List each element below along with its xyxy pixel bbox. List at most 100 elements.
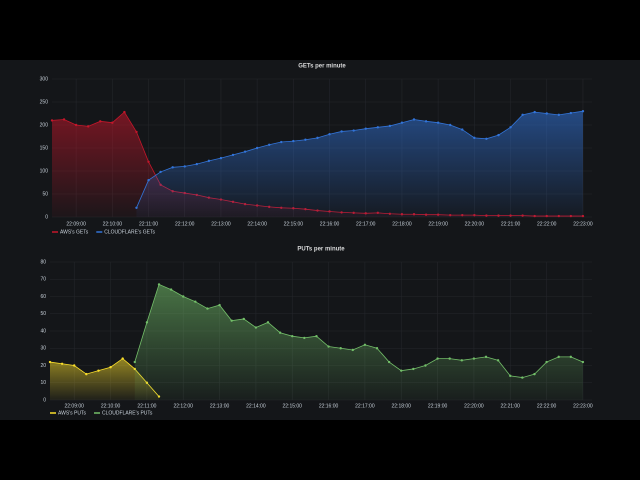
y-tick-label: 0	[45, 214, 48, 220]
y-tick-label: 60	[40, 294, 46, 300]
point	[315, 334, 318, 338]
point	[484, 355, 488, 359]
x-tick-label: 22:23:00	[573, 403, 593, 409]
point	[304, 138, 307, 141]
line	[134, 283, 584, 378]
point	[219, 156, 223, 160]
point	[400, 369, 403, 372]
point	[268, 143, 271, 146]
y-tick-label: 40	[40, 328, 46, 334]
point	[521, 113, 524, 117]
point	[352, 129, 355, 132]
point	[424, 364, 427, 367]
point	[376, 126, 380, 129]
point	[135, 206, 138, 209]
x-tick-label: 22:11:00	[137, 403, 156, 409]
point	[182, 295, 185, 298]
y-tick-label: 50	[42, 191, 48, 197]
point	[509, 126, 512, 129]
point	[448, 357, 451, 360]
x-tick-label: 22:19:00	[428, 403, 448, 409]
point	[50, 119, 54, 122]
x-tick-label: 22:10:00	[103, 221, 123, 227]
y-tick-label: 20	[40, 363, 46, 369]
point	[388, 124, 392, 128]
x-tick-label: 22:18:00	[392, 221, 412, 227]
legend-label: AWS's PUTs	[58, 410, 86, 416]
y-tick-label: 80	[40, 259, 46, 265]
chart-title: PUTs per minute	[297, 247, 345, 253]
point	[581, 110, 585, 113]
point	[218, 303, 221, 307]
point	[99, 120, 102, 123]
point	[280, 140, 283, 144]
point	[266, 321, 270, 324]
legend-label: AWS's GETs	[60, 229, 89, 235]
point	[461, 128, 464, 131]
area	[136, 111, 583, 217]
point	[496, 359, 500, 362]
point	[328, 133, 331, 136]
point	[87, 125, 90, 128]
point	[485, 137, 488, 140]
point	[449, 123, 452, 127]
x-tick-label: 22:23:00	[573, 221, 593, 227]
x-tick-label: 22:13:00	[210, 403, 230, 409]
y-tick-label: 30	[40, 346, 46, 352]
point	[121, 357, 124, 360]
point	[254, 326, 258, 329]
x-tick-label: 22:12:00	[173, 403, 193, 409]
point	[472, 357, 476, 360]
point	[581, 360, 585, 364]
x-tick-label: 22:15:00	[284, 221, 304, 227]
x-tick-label: 22:21:00	[501, 221, 521, 227]
point	[133, 360, 136, 364]
y-tick-label: 10	[40, 380, 46, 386]
point	[497, 133, 500, 137]
x-tick-label: 22:20:00	[465, 221, 485, 227]
x-tick-label: 22:17:00	[356, 221, 376, 227]
point	[62, 118, 66, 121]
point	[340, 130, 343, 133]
x-tick-label: 22:10:00	[101, 403, 121, 409]
x-tick-label: 22:16:00	[319, 403, 339, 409]
point	[97, 369, 100, 372]
point	[135, 130, 138, 134]
point	[436, 357, 439, 360]
point	[242, 317, 245, 321]
point	[364, 127, 367, 130]
point	[545, 360, 548, 364]
point	[569, 111, 573, 115]
line	[136, 110, 584, 208]
point	[206, 307, 209, 310]
x-tick-label: 22:09:00	[66, 221, 86, 227]
y-tick-label: 100	[40, 168, 49, 174]
point	[533, 372, 536, 376]
point	[207, 159, 211, 163]
point	[60, 362, 64, 365]
point	[473, 136, 476, 140]
point	[48, 360, 52, 364]
point	[159, 170, 162, 174]
point	[145, 321, 149, 324]
x-tick-label: 22:15:00	[283, 403, 303, 409]
point	[424, 120, 428, 123]
x-tick-label: 22:22:00	[537, 403, 557, 409]
x-tick-label: 22:21:00	[501, 403, 521, 409]
legend-label: CLOUDFLARE's PUTs	[102, 410, 153, 416]
point	[412, 367, 415, 371]
point	[339, 347, 342, 350]
area	[134, 284, 583, 400]
point	[194, 300, 197, 303]
point	[316, 136, 319, 140]
point	[436, 121, 440, 124]
point	[278, 331, 282, 334]
point	[85, 372, 88, 376]
area	[52, 112, 583, 217]
point	[557, 113, 561, 117]
x-tick-label: 22:09:00	[64, 403, 84, 409]
point	[255, 146, 259, 150]
point	[533, 110, 536, 114]
chart-title: GETs per minute	[298, 64, 346, 70]
point	[412, 118, 416, 121]
